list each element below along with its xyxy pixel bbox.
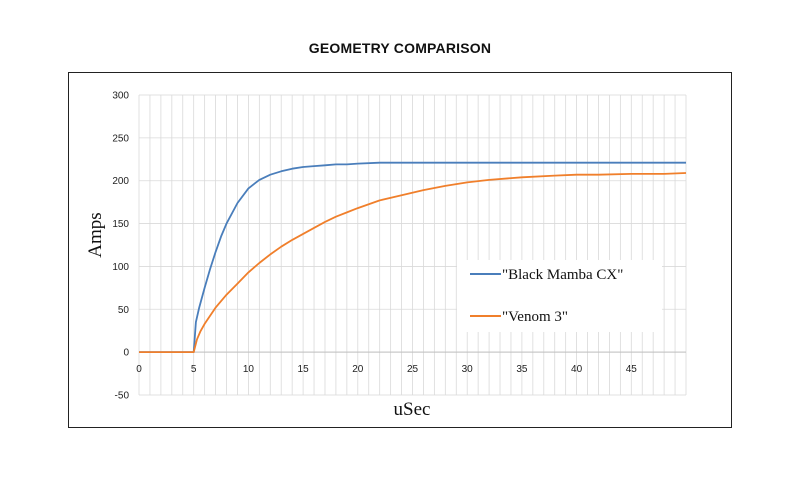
y-tick-label: 300 — [112, 91, 129, 102]
x-tick-label: 35 — [516, 364, 528, 375]
x-tick-label: 20 — [352, 364, 364, 375]
series-lines — [139, 161, 687, 354]
legend-label-venom: "Venom 3" — [502, 309, 568, 325]
x-tick-label: 15 — [298, 364, 310, 375]
legend-label-black-mamba: "Black Mamba CX" — [502, 267, 623, 283]
grid-lines — [138, 94, 687, 396]
x-tick-label: 5 — [191, 364, 197, 375]
y-tick-label: 0 — [123, 348, 129, 359]
legend: "Black Mamba CX" "Venom 3" — [457, 260, 662, 332]
y-axis-title: Amps — [85, 212, 106, 257]
x-tick-label: 30 — [462, 364, 474, 375]
series-line-black-mamba — [139, 161, 686, 354]
legend-box — [457, 260, 662, 332]
y-tick-label: 50 — [118, 305, 130, 316]
x-tick-label: 25 — [407, 364, 419, 375]
x-tick-label: 40 — [571, 364, 583, 375]
y-tick-labels: -50 0 50 100 150 200 250 300 — [112, 91, 129, 402]
x-tick-label: 45 — [626, 364, 638, 375]
series-line-venom — [139, 172, 687, 354]
x-tick-label: 0 — [136, 364, 142, 375]
y-tick-label: -50 — [115, 391, 130, 402]
y-tick-label: 150 — [112, 219, 129, 230]
chart-frame — [68, 72, 732, 428]
x-tick-labels: 0 5 10 15 20 25 30 35 40 45 — [136, 364, 637, 375]
y-tick-label: 250 — [112, 133, 129, 144]
x-axis-title: uSec — [394, 399, 431, 420]
x-tick-label: 10 — [243, 364, 255, 375]
chart-title: GEOMETRY COMPARISON — [308, 40, 492, 56]
y-tick-label: 100 — [112, 262, 129, 273]
y-tick-label: 200 — [112, 176, 129, 187]
